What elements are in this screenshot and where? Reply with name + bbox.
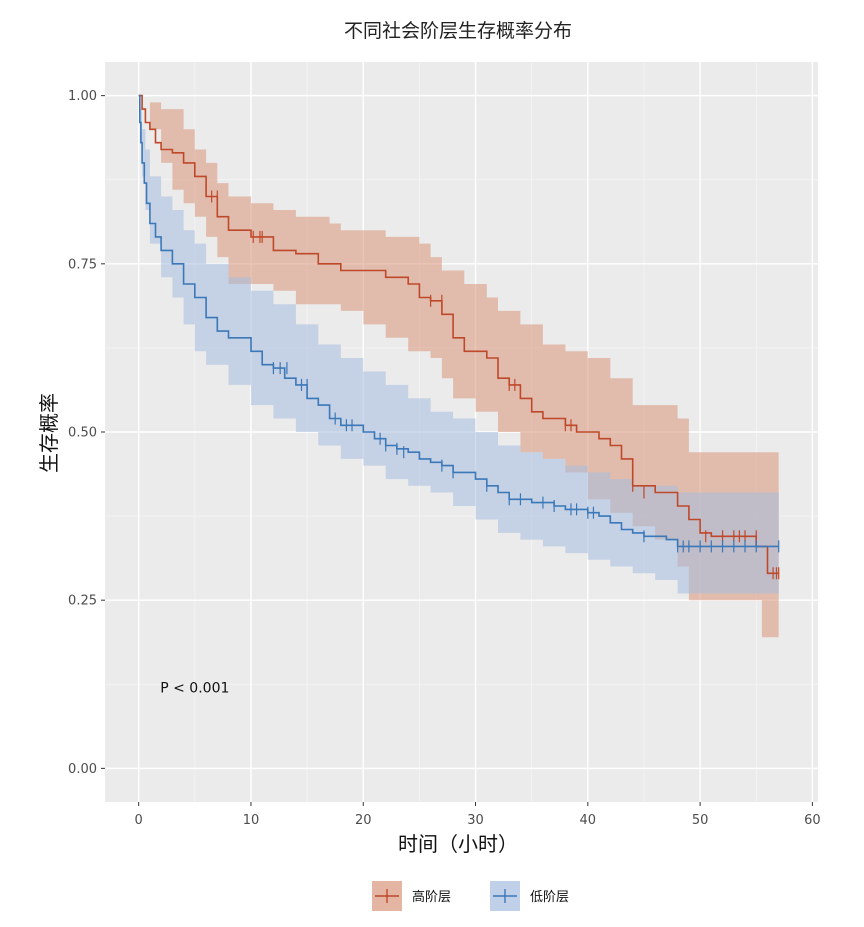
chart-title: 不同社会阶层生存概率分布 [344, 20, 572, 42]
y-tick-label: 0.75 [68, 257, 97, 272]
x-tick-label: 20 [355, 813, 372, 828]
y-tick-label: 0.00 [68, 762, 97, 777]
x-tick-label: 40 [580, 813, 597, 828]
x-tick-label: 60 [804, 813, 821, 828]
p-value-annotation: P < 0.001 [160, 681, 229, 697]
survival-line-high [138, 94, 779, 575]
x-tick-label: 50 [692, 813, 709, 828]
legend: 高阶层 低阶层 [372, 881, 569, 911]
x-tick-label: 0 [135, 813, 143, 828]
confidence-bands [138, 95, 779, 638]
y-tick-label: 0.25 [68, 594, 97, 609]
x-axis-title: 时间（小时） [398, 832, 518, 856]
ci-band-low [138, 95, 779, 594]
axis-ticks: 0 10 20 30 40 50 60 0.00 0.25 0.50 0.75 1.00 [68, 89, 821, 828]
y-tick-label: 0.50 [68, 426, 97, 441]
y-axis-title: 生存概率 [37, 393, 61, 473]
x-tick-label: 30 [467, 813, 484, 828]
y-tick-label: 1.00 [68, 89, 97, 104]
x-tick-label: 10 [243, 813, 260, 828]
legend-label-low: 低阶层 [530, 890, 569, 905]
legend-label-high: 高阶层 [412, 889, 451, 905]
censor-marks [211, 190, 780, 580]
